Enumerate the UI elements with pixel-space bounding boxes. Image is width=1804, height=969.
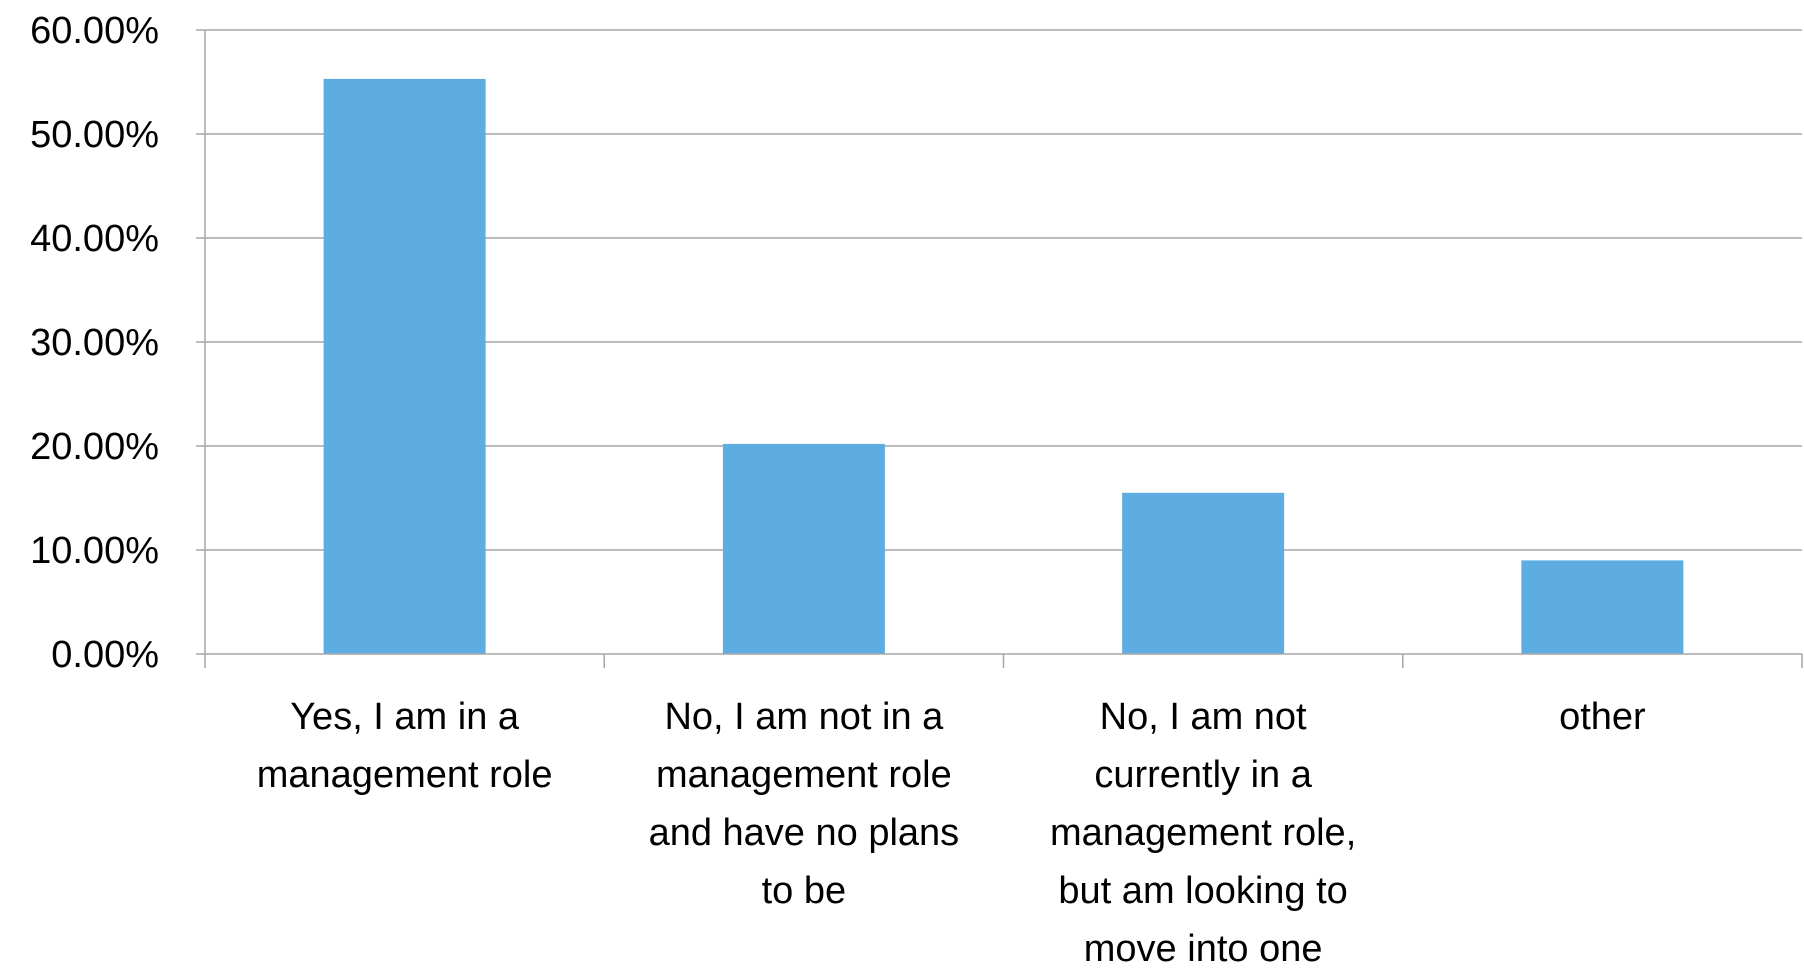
x-tick-label-line: Yes, I am in a xyxy=(290,696,520,738)
y-tick-label: 10.00% xyxy=(30,530,159,572)
x-tick-label: Yes, I am in a management role xyxy=(257,696,553,796)
y-tick-label: 0.00% xyxy=(51,634,159,676)
x-tick-label-line: other xyxy=(1559,696,1646,738)
x-tick-label-line: No, I am not xyxy=(1100,696,1307,738)
x-tick-label-line: to be xyxy=(762,870,847,912)
y-tick-label: 40.00% xyxy=(30,218,159,260)
y-tick-label: 60.00% xyxy=(30,10,159,52)
y-tick-label: 30.00% xyxy=(30,322,159,364)
x-tick-label-line: management role xyxy=(257,754,553,796)
y-tick-label: 20.00% xyxy=(30,426,159,468)
y-tick-labels: 0.00% 10.00% 20.00% 30.00% 40.00% 50.00% 60.00… xyxy=(30,10,159,676)
x-tick-label: No, I am not in a management role and have… xyxy=(649,696,960,912)
x-tick-label-line: management role, xyxy=(1050,812,1356,854)
x-tick-label-line: move into one xyxy=(1084,928,1323,969)
bar xyxy=(1122,492,1285,654)
bar xyxy=(1521,560,1684,654)
bar xyxy=(722,443,885,654)
axes xyxy=(196,29,1803,668)
bars xyxy=(323,78,1684,654)
y-tick-label: 50.00% xyxy=(30,114,159,156)
x-tick-label-line: but am looking to xyxy=(1058,870,1347,912)
x-tick-label-line: currently in a xyxy=(1094,754,1312,796)
x-tick-label-line: and have no plans xyxy=(649,812,960,854)
bar xyxy=(323,78,486,654)
x-tick-label-line: management role xyxy=(656,754,952,796)
x-tick-label: other xyxy=(1559,696,1646,738)
x-tick-label-line: No, I am not in a xyxy=(664,696,944,738)
x-tick-label: No, I am not currently in a management rol… xyxy=(1050,696,1356,969)
